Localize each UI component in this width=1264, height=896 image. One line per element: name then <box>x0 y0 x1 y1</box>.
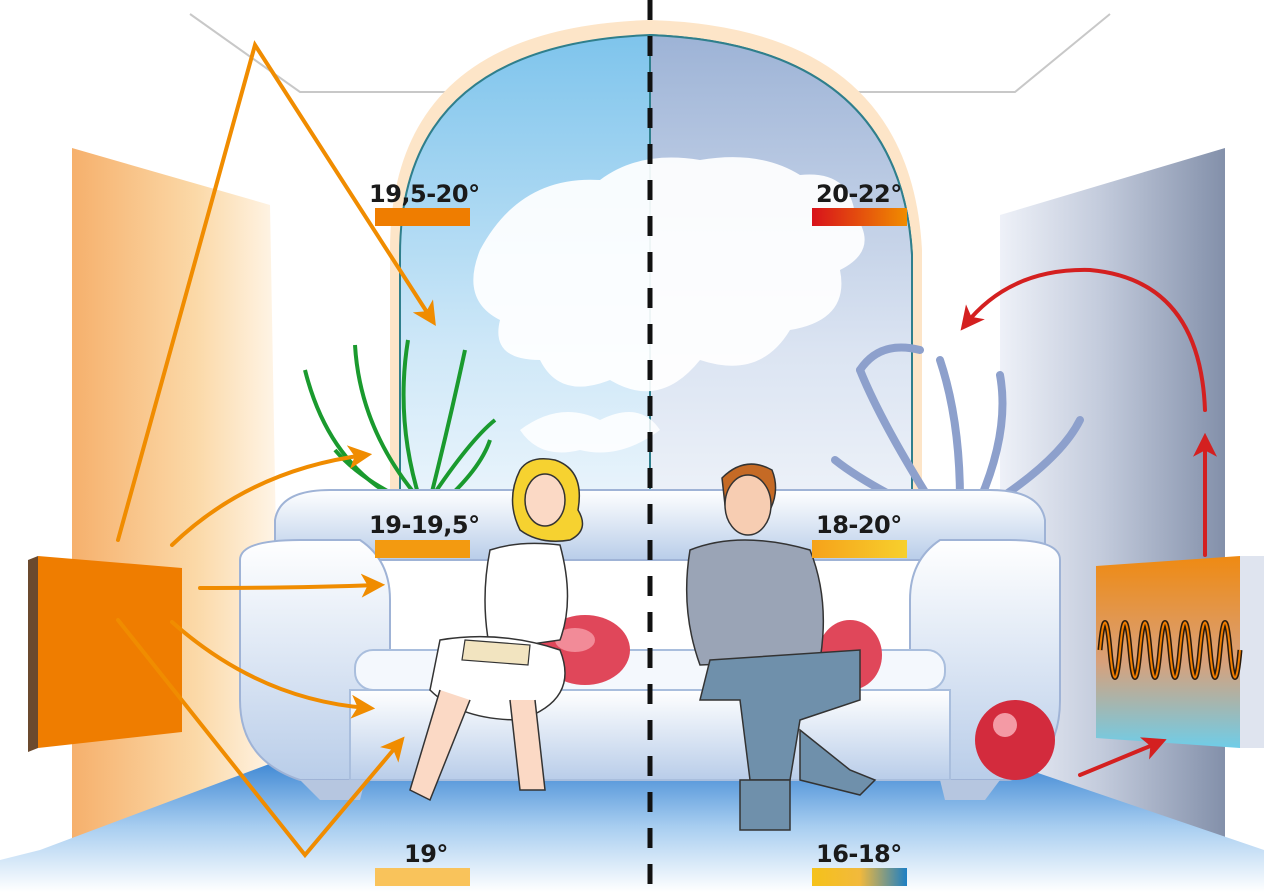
arrow-to-floor <box>116 618 405 859</box>
bar-left-window <box>375 208 470 226</box>
arrow-into-radiator <box>1078 737 1167 777</box>
temp-label-left-window: 19,5-20° <box>369 180 480 208</box>
sofa <box>239 489 1061 800</box>
temp-label-left-floor: 19° <box>404 840 448 868</box>
temp-label-left-sofa: 19-19,5° <box>369 511 480 539</box>
temp-label-right-window: 20-22° <box>816 180 902 208</box>
bar-left-sofa <box>375 540 470 558</box>
arrow-to-sofa-seat <box>170 620 376 719</box>
convector-radiator-icon <box>1096 556 1264 748</box>
temp-label-right-floor: 16-18° <box>816 840 902 868</box>
temp-label-right-sofa: 18-20° <box>816 511 902 539</box>
bar-left-floor <box>375 868 470 886</box>
arrow-to-sofa-top <box>198 573 386 598</box>
bar-right-floor <box>812 868 907 886</box>
arched-window <box>390 20 922 561</box>
radiant-heat-arrows <box>116 40 436 859</box>
woman-figure <box>409 458 584 802</box>
bar-right-window <box>812 208 907 226</box>
ball <box>975 700 1055 780</box>
arrow-to-plant <box>170 445 373 547</box>
convection-arrows <box>960 267 1217 777</box>
man-figure <box>685 463 877 831</box>
arrow-to-window <box>116 40 436 542</box>
arrow-to-ceiling-corner <box>960 267 1207 412</box>
bar-right-sofa <box>812 540 907 558</box>
radiant-panel-heater-icon <box>28 556 182 752</box>
